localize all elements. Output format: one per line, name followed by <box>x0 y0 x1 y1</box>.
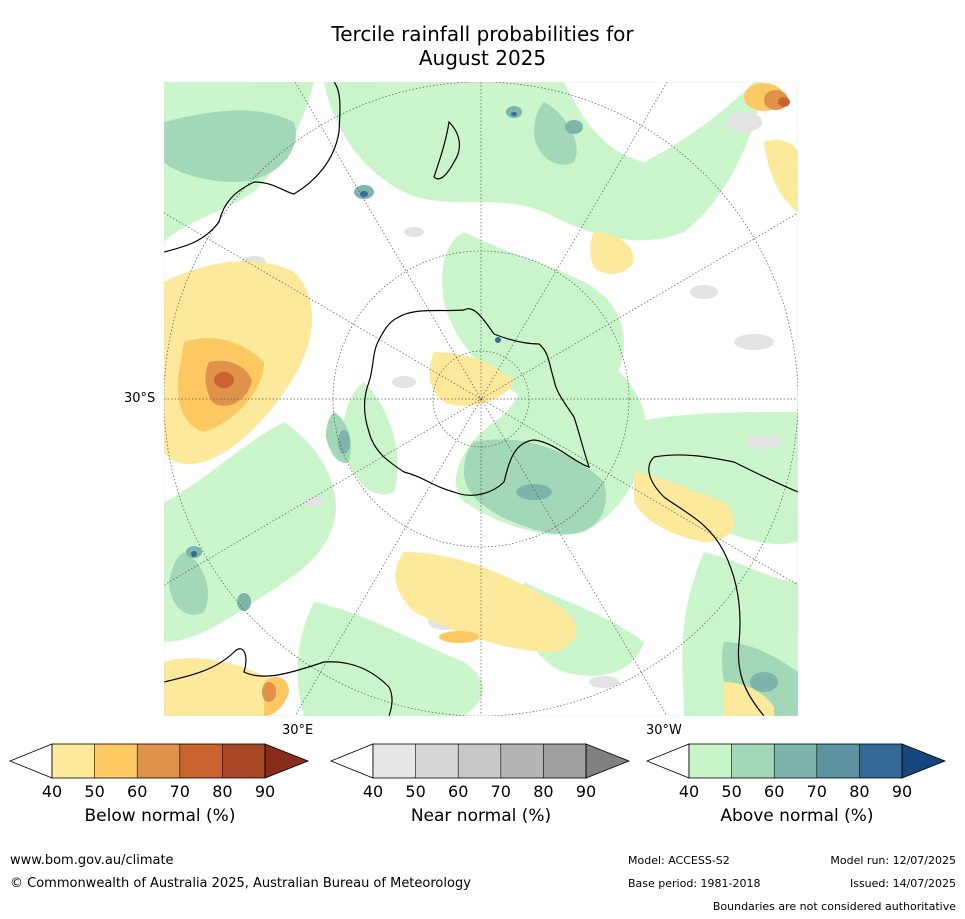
colorbar-segment <box>731 744 775 778</box>
colorbar-tick-label: 40 <box>41 782 63 801</box>
colorbar-outline <box>372 743 587 779</box>
colorbar-tick-label: 70 <box>169 782 190 801</box>
colorbar-segment <box>94 744 138 778</box>
below-normal-colorbar <box>8 743 310 779</box>
colorbar-segment <box>500 744 544 778</box>
colorbar-extend-high <box>901 743 947 779</box>
colorbar-segment <box>222 744 265 778</box>
copyright-text: © Commonwealth of Australia 2025, Austra… <box>10 876 471 891</box>
antarctica-coastline <box>363 308 590 496</box>
colorbar-segment <box>415 744 459 778</box>
base-period-text: Base period: 1981-2018 <box>628 877 761 890</box>
below-normal-title: Below normal (%) <box>84 806 236 826</box>
colorbar-segment <box>543 744 586 778</box>
colorbar-segment <box>816 744 860 778</box>
colorbar-tick-label: 40 <box>678 782 700 801</box>
colorbar-tick-label: 70 <box>490 782 511 801</box>
website-link[interactable]: www.bom.gov.au/climate <box>10 853 174 868</box>
colorbar-tick-label: 50 <box>84 782 105 801</box>
colorbar-segment <box>689 744 732 778</box>
africa-coastline <box>164 648 393 716</box>
colorbar-tick-label: 90 <box>254 782 276 801</box>
colorbar-outline <box>688 743 903 779</box>
colorbar-segment <box>859 744 902 778</box>
title-line-1: Tercile rainfall probabilities for <box>331 22 634 46</box>
lon-label-30e: 30°E <box>282 723 314 738</box>
colorbar-tick-label: 70 <box>806 782 827 801</box>
model-text: Model: ACCESS-S2 <box>628 854 730 867</box>
colorbar-tick-label: 50 <box>405 782 426 801</box>
colorbar-tick-label: 60 <box>127 782 148 801</box>
colorbar-segment <box>52 744 95 778</box>
disclaimer-text: Boundaries are not considered authoritat… <box>712 900 956 913</box>
colorbar-tick-label: 60 <box>764 782 785 801</box>
colorbar-tick-label: 80 <box>533 782 554 801</box>
colorbar-tick-label: 80 <box>849 782 870 801</box>
title-line-2: August 2025 <box>418 46 547 70</box>
above-normal-60-areas <box>186 106 778 692</box>
above-normal-colorbar <box>645 743 947 779</box>
lat-label-30s: 30°S <box>124 391 156 406</box>
colorbar-extend-low <box>329 743 374 779</box>
near-normal-title: Near normal (%) <box>410 806 552 826</box>
colorbar-tick-label: 60 <box>448 782 469 801</box>
colorbar-outline <box>51 743 266 779</box>
colorbar-tick-label: 90 <box>575 782 597 801</box>
colorbar-tick-label: 90 <box>891 782 913 801</box>
above-normal-70-areas <box>191 112 517 557</box>
australia-coastline <box>164 82 341 253</box>
colorbar-segment <box>458 744 501 778</box>
probability-map <box>164 82 798 716</box>
coastlines <box>164 82 798 716</box>
graticule <box>164 82 798 716</box>
model-run-text: Model run: 12/07/2025 <box>830 854 956 867</box>
above-normal-ticks: 40 50 60 70 80 90 <box>645 782 965 802</box>
colorbar-segment <box>179 744 223 778</box>
colorbar-tick-label: 40 <box>362 782 384 801</box>
above-normal-title: Above normal (%) <box>720 806 874 826</box>
colorbar-segment <box>774 744 817 778</box>
colorbar-extend-high <box>585 743 631 779</box>
colorbar-segment <box>137 744 180 778</box>
chart-title: Tercile rainfall probabilities for Augus… <box>0 22 965 70</box>
issued-text: Issued: 14/07/2025 <box>849 877 956 890</box>
below-normal-ticks: 40 50 60 70 80 90 <box>8 782 328 802</box>
colorbar-segment <box>373 744 416 778</box>
colorbar-extend-low <box>645 743 690 779</box>
below-normal-70-areas <box>214 97 790 388</box>
colorbar-tick-label: 50 <box>721 782 742 801</box>
colorbar-extend-high <box>264 743 310 779</box>
near-normal-colorbar <box>329 743 631 779</box>
near-normal-ticks: 40 50 60 70 80 90 <box>329 782 649 802</box>
new-zealand-coastline <box>433 120 461 180</box>
lon-label-30w: 30°W <box>646 723 682 738</box>
colorbar-tick-label: 80 <box>212 782 233 801</box>
colorbar-extend-low <box>8 743 53 779</box>
south-america-coastline <box>648 454 798 716</box>
